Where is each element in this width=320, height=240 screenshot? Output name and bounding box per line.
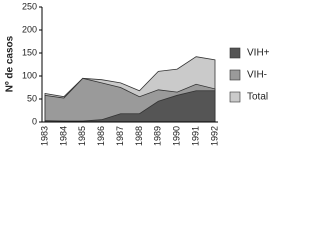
chart: Nº de casos 0 50 100 150 200 250 1983 1984 1985 1…: [5, 1, 270, 146]
y-tick-label: 200: [22, 24, 37, 34]
x-tick-label: 1991: [190, 126, 200, 146]
legend-swatch: [229, 91, 241, 103]
x-tick-label: 1992: [209, 126, 219, 146]
legend-label: VIH-: [247, 70, 267, 81]
y-tick-label: 150: [22, 47, 37, 57]
x-tick-label: 1988: [134, 126, 144, 146]
legend-swatch: [229, 47, 241, 59]
legend-swatch: [229, 69, 241, 81]
y-tick-label: 50: [27, 93, 37, 103]
y-tick-label: 250: [22, 1, 37, 11]
x-tick-label: 1983: [39, 126, 49, 146]
x-tick-label: 1987: [115, 126, 125, 146]
area: [44, 90, 216, 123]
y-axis-label: Nº de casos: [5, 35, 16, 92]
x-tick-label: 1985: [77, 126, 87, 146]
y-tick-label: 100: [22, 70, 37, 80]
y-tick-label: 0: [32, 116, 37, 126]
x-tick-label: 1990: [172, 126, 182, 146]
x-tick-label: 1986: [96, 126, 106, 146]
legend-label: Total: [247, 92, 268, 103]
x-tick-label: 1989: [153, 126, 163, 146]
legend-label: VIH+: [247, 48, 270, 59]
x-tick-label: 1984: [58, 126, 68, 146]
